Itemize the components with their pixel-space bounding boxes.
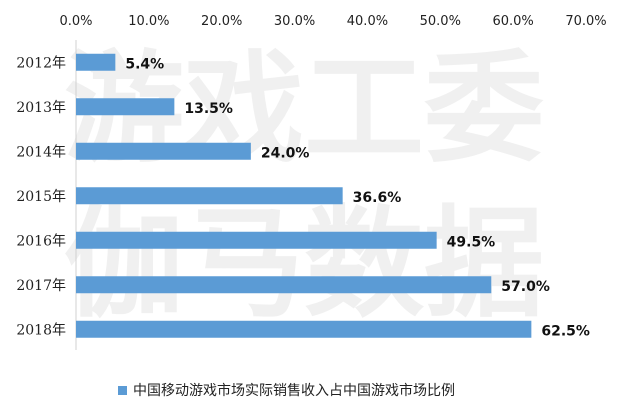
bar [76, 276, 492, 294]
data-label: 36.6% [353, 190, 402, 206]
x-tick-label: 40.0% [347, 14, 388, 29]
bar [76, 320, 532, 338]
bar [76, 98, 175, 116]
data-label: 62.5% [541, 323, 590, 339]
data-label: 5.4% [125, 56, 164, 72]
data-label: 24.0% [261, 145, 310, 161]
watermark-line-2: 伽马数据 [64, 195, 544, 334]
data-labels: 5.4% 13.5% 24.0% 36.6% 49.5% 57.0% 62.5% [125, 56, 590, 339]
x-tick-label: 60.0% [492, 14, 533, 29]
category-label: 2016年 [16, 233, 66, 249]
category-label: 2018年 [16, 322, 66, 338]
category-label: 2015年 [16, 189, 66, 205]
category-label: 2012年 [16, 55, 66, 71]
bar [76, 53, 116, 71]
legend-label: 中国移动游戏市场实际销售收入占中国游戏市场比例 [133, 383, 455, 399]
category-labels: 2012年 2013年 2014年 2015年 2016年 2017年 2018年 [16, 55, 66, 338]
x-tick-label: 20.0% [201, 14, 242, 29]
x-tick-label: 50.0% [420, 14, 461, 29]
x-tick-label: 10.0% [128, 14, 169, 29]
bar [76, 187, 343, 205]
x-tick-label: 70.0% [565, 14, 606, 29]
data-label: 57.0% [501, 279, 550, 295]
category-label: 2013年 [16, 100, 66, 116]
x-tick-label: 30.0% [274, 14, 315, 29]
data-label: 49.5% [447, 234, 496, 250]
category-label: 2014年 [16, 144, 66, 160]
bars [76, 53, 532, 338]
category-label: 2017年 [16, 278, 66, 294]
legend: 中国移动游戏市场实际销售收入占中国游戏市场比例 [118, 380, 455, 400]
bar [76, 142, 251, 160]
x-axis-ticks: 0.0% 10.0% 20.0% 30.0% 40.0% 50.0% 60.0% 70.0% [59, 14, 606, 29]
data-label: 13.5% [184, 101, 233, 117]
legend-swatch [118, 385, 127, 395]
bar [76, 231, 437, 249]
x-tick-label: 0.0% [59, 14, 92, 29]
